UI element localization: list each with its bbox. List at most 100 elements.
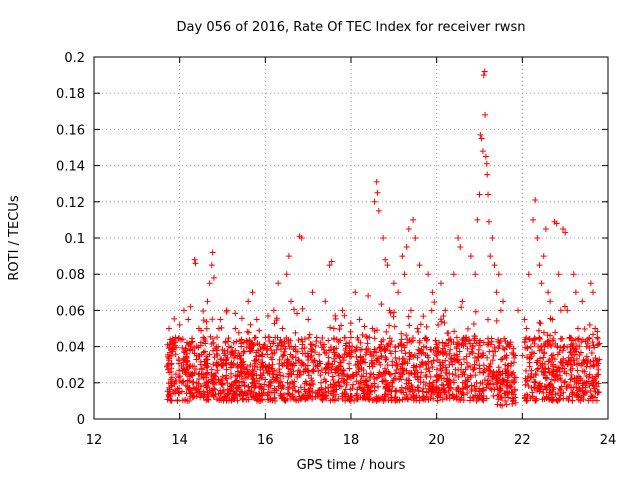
data-point (482, 153, 489, 160)
band-point (402, 359, 409, 366)
band-point (183, 355, 190, 362)
band-point (434, 391, 441, 398)
data-point (463, 334, 470, 341)
band-point (458, 342, 465, 349)
band-point (381, 369, 388, 376)
band-point (365, 345, 372, 352)
band-point (510, 391, 517, 398)
band-point (240, 395, 247, 402)
band-point (273, 317, 280, 324)
band-point (470, 321, 477, 328)
band-point (452, 366, 459, 373)
data-point (275, 280, 282, 287)
band-point (302, 378, 309, 385)
data-point (390, 280, 397, 287)
band-point (443, 366, 450, 373)
band-point (526, 355, 533, 362)
band-point (362, 351, 369, 358)
band-point (205, 393, 212, 400)
band-point (547, 332, 554, 339)
band-point (320, 344, 327, 351)
data-point (425, 271, 432, 278)
data-point (382, 256, 389, 263)
band-point (347, 328, 354, 335)
band-point (458, 304, 465, 311)
band-point (305, 372, 312, 379)
band-point (500, 345, 507, 352)
band-point (561, 343, 568, 350)
band-point (304, 367, 311, 374)
data-point (374, 189, 381, 196)
band-point (164, 396, 171, 403)
band-point (318, 367, 325, 374)
band-point (314, 362, 321, 369)
band-point (363, 333, 370, 340)
data-point (562, 229, 569, 236)
band-point (243, 344, 250, 351)
band-point (594, 371, 601, 378)
band-point (261, 381, 268, 388)
band-point (329, 373, 336, 380)
band-point (329, 383, 336, 390)
band-point (203, 384, 210, 391)
band-point (340, 371, 347, 378)
band-point (341, 312, 348, 319)
band-point (582, 357, 589, 364)
band-point (568, 371, 575, 378)
band-point (508, 371, 515, 378)
band-point (330, 346, 337, 353)
band-point (218, 324, 225, 331)
band-point (290, 368, 297, 375)
band-point (213, 362, 220, 369)
band-point (569, 365, 576, 372)
band-point (220, 395, 227, 402)
x-tick-label: 20 (428, 433, 445, 448)
band-point (417, 321, 424, 328)
band-point (241, 348, 248, 355)
data-point (523, 325, 530, 332)
band-point (225, 335, 232, 342)
band-point (402, 350, 409, 357)
band-point (449, 391, 456, 398)
band-point (502, 397, 509, 404)
band-point (377, 395, 384, 402)
band-point (310, 366, 317, 373)
band-point (490, 381, 497, 388)
band-point (540, 341, 547, 348)
band-point (168, 374, 175, 381)
band-point (537, 336, 544, 343)
band-point (267, 380, 274, 387)
band-point (594, 335, 601, 342)
band-point (341, 334, 348, 341)
band-point (366, 396, 373, 403)
band-point (405, 313, 412, 320)
band-point (490, 393, 497, 400)
band-point (266, 337, 273, 344)
band-point (292, 329, 299, 336)
band-point (385, 369, 392, 376)
x-tick-label: 16 (257, 433, 274, 448)
band-point (512, 374, 519, 381)
band-point (322, 365, 329, 372)
data-point (217, 316, 224, 323)
band-point (523, 334, 530, 341)
data-point (375, 207, 382, 214)
band-point (568, 384, 575, 391)
band-point (224, 391, 231, 398)
band-point (285, 365, 292, 372)
band-point (438, 367, 445, 374)
band-point (547, 381, 554, 388)
band-point (286, 391, 293, 398)
band-point (347, 320, 354, 327)
band-point (209, 335, 216, 342)
band-point (269, 361, 276, 368)
band-point (433, 366, 440, 373)
band-point (595, 341, 602, 348)
band-point (264, 391, 271, 398)
band-point (176, 367, 183, 374)
band-point (431, 299, 438, 306)
x-tick-label: 22 (514, 433, 531, 448)
band-point (282, 397, 289, 404)
band-point (472, 372, 479, 379)
band-point (496, 388, 503, 395)
